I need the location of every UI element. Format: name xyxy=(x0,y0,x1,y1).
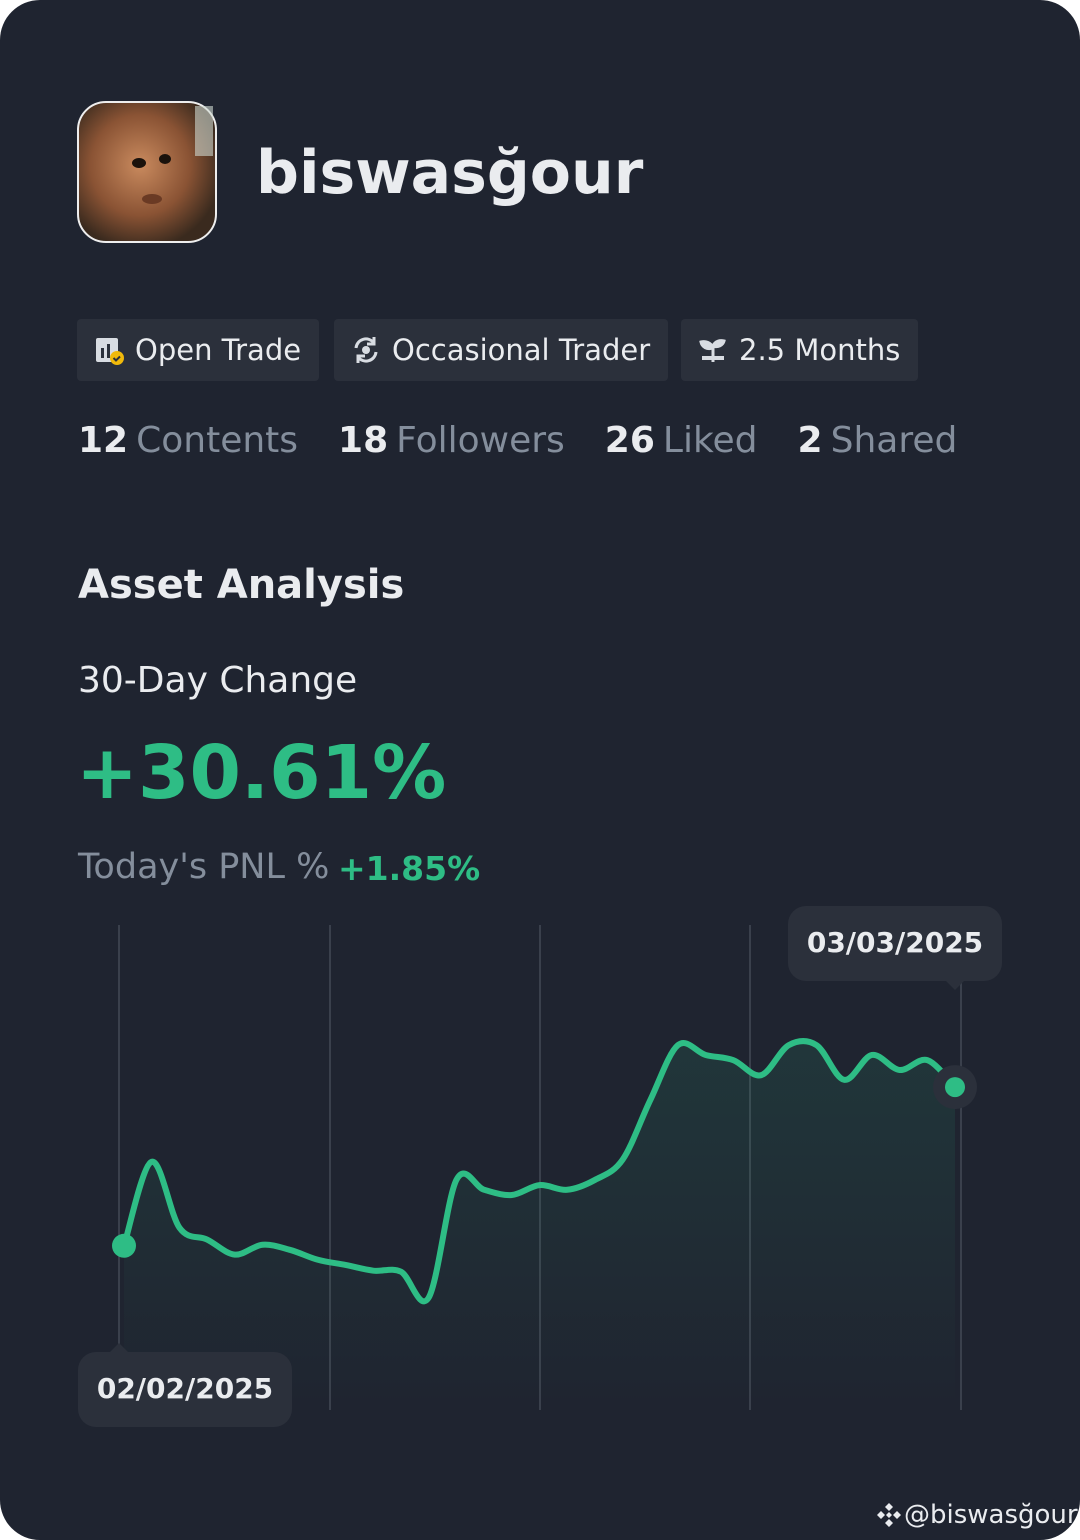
watermark-text: @biswasğour xyxy=(904,1500,1078,1530)
stat-label: Contents xyxy=(136,420,299,461)
tag-label: Open Trade xyxy=(135,333,302,367)
stat-value: 2 xyxy=(797,420,823,461)
logo xyxy=(877,1503,901,1527)
stat-value: 18 xyxy=(338,420,389,461)
stat-value: 26 xyxy=(604,420,655,461)
stat-value: 12 xyxy=(78,420,129,461)
icon xyxy=(96,338,124,365)
pnl-value: +1.85% xyxy=(338,849,481,888)
change-value: +30.61% xyxy=(76,730,447,816)
watermark: @biswasğour xyxy=(874,1500,1078,1530)
tag-label: 2.5 Months xyxy=(739,333,901,367)
tooltip-date: 02/02/2025 xyxy=(97,1372,273,1405)
end-point xyxy=(945,1077,965,1098)
start-point xyxy=(112,1233,136,1258)
tooltip-box xyxy=(788,906,1002,981)
stats: 12 Contents 18 Followers 26 Liked 2 Shared xyxy=(78,420,957,461)
tooltip-box xyxy=(78,1352,292,1427)
stat: 2 Shared xyxy=(798,420,958,461)
end-tooltip: 03/03/2025 xyxy=(788,906,1002,990)
icon xyxy=(354,337,378,363)
tooltip-pointer xyxy=(946,981,964,990)
line xyxy=(121,1038,958,1305)
avatar xyxy=(77,101,217,243)
stat-label: Liked xyxy=(662,420,758,461)
section-title: Asset Analysis xyxy=(78,562,405,608)
tooltip-pointer xyxy=(110,1343,128,1352)
icon xyxy=(699,339,726,362)
area xyxy=(124,1041,955,1410)
stat: 18 Followers xyxy=(338,420,565,461)
tag: Open Trade xyxy=(77,319,320,381)
tooltip-date: 03/03/2025 xyxy=(807,926,983,959)
stat-label: Followers xyxy=(396,420,565,461)
tag: 2.5 Months xyxy=(681,319,919,381)
pnl-label: Today's PNL % xyxy=(78,847,330,887)
stat-label: Shared xyxy=(830,420,958,461)
stat: 26 Liked xyxy=(605,420,758,461)
tag: Occasional Trader xyxy=(334,319,669,381)
start-tooltip: 02/02/2025 xyxy=(78,1343,292,1427)
stat: 12 Contents xyxy=(78,420,298,461)
username: biswasğour xyxy=(256,138,644,208)
subtitle: 30-Day Change xyxy=(78,660,358,701)
tag-label: Occasional Trader xyxy=(392,333,651,367)
